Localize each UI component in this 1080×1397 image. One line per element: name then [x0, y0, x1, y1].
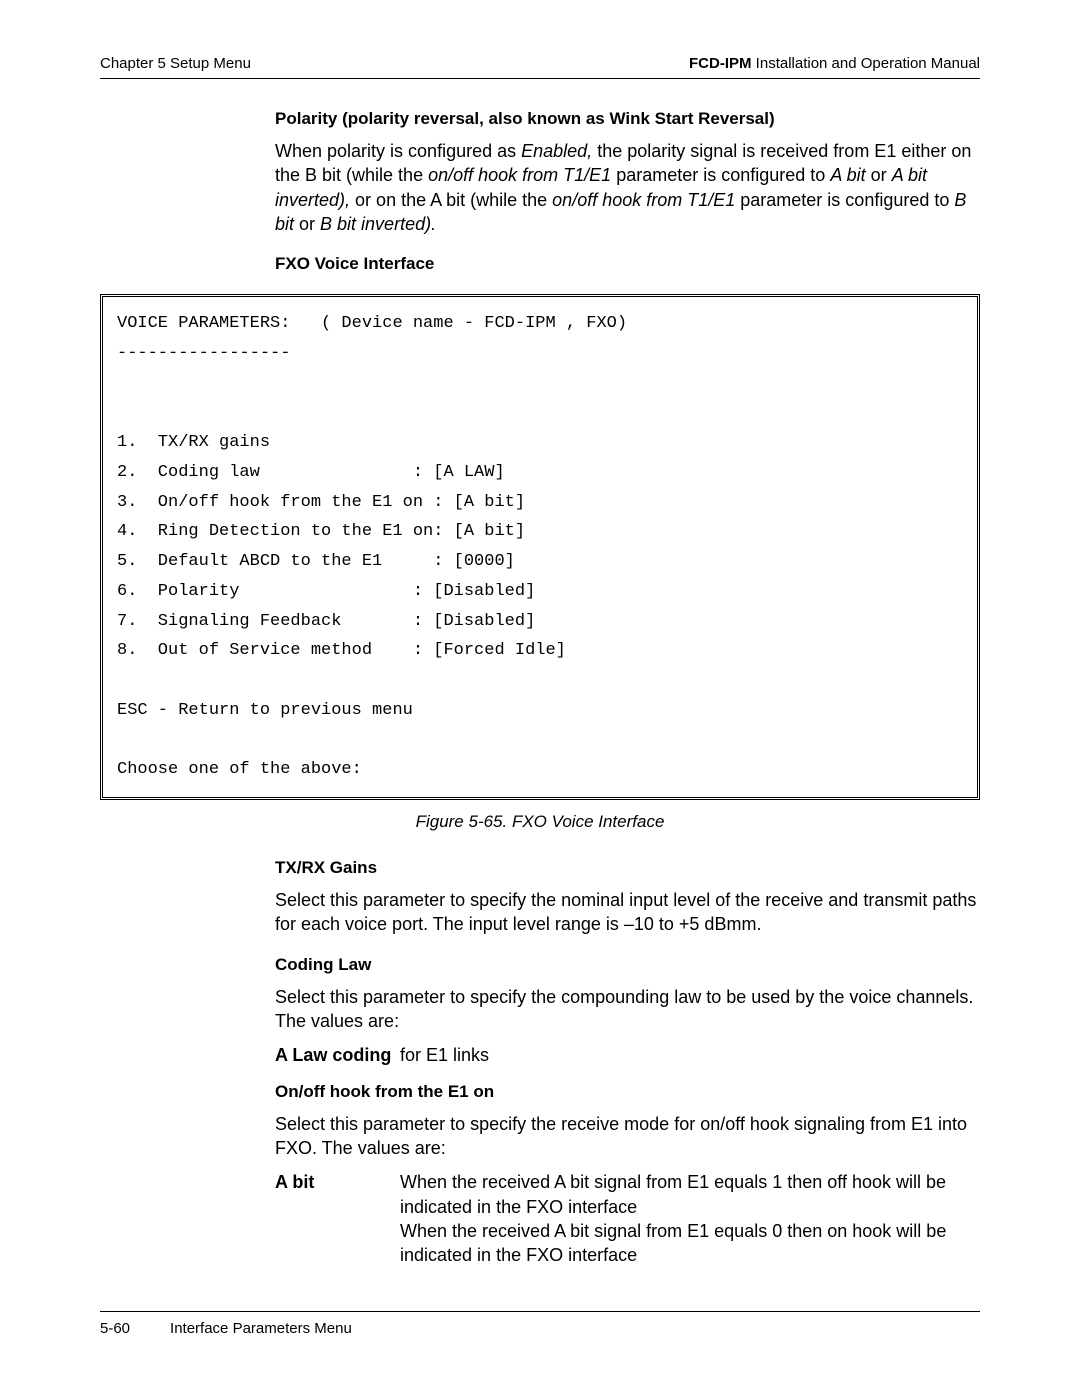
- term-line: 6. Polarity : [Disabled]: [117, 582, 535, 601]
- polarity-paragraph: When polarity is configured as Enabled, …: [275, 139, 980, 236]
- text: or on the A bit (while the: [350, 190, 552, 210]
- text: parameter is configured to: [611, 165, 830, 185]
- text: or: [866, 165, 892, 185]
- onoff-def-row: A bit When the received A bit signal fro…: [275, 1170, 980, 1267]
- txrx-section: TX/RX Gains Select this parameter to spe…: [275, 858, 980, 1267]
- polarity-section: Polarity (polarity reversal, also known …: [275, 109, 980, 274]
- text: When polarity is configured as: [275, 141, 521, 161]
- coding-desc: for E1 links: [400, 1043, 980, 1067]
- onoff-desc-a: When the received A bit signal from E1 e…: [400, 1170, 980, 1219]
- header-left: Chapter 5 Setup Menu: [100, 55, 251, 72]
- term-line: 5. Default ABCD to the E1 : [0000]: [117, 552, 515, 571]
- text-italic: on/off hook from T1/E1: [552, 190, 735, 210]
- onoff-desc: When the received A bit signal from E1 e…: [400, 1170, 980, 1267]
- text: or: [294, 214, 320, 234]
- term-line: [117, 403, 127, 422]
- fxo-heading: FXO Voice Interface: [275, 254, 980, 274]
- onoff-term: A bit: [275, 1170, 400, 1267]
- figure-caption: Figure 5-65. FXO Voice Interface: [100, 812, 980, 832]
- footer-page-number: 5-60: [100, 1320, 130, 1337]
- header-right-rest: Installation and Operation Manual: [752, 55, 980, 72]
- coding-paragraph: Select this parameter to specify the com…: [275, 985, 980, 1034]
- terminal-wrapper: VOICE PARAMETERS: ( Device name - FCD-IP…: [100, 294, 980, 832]
- term-line: -----------------: [117, 344, 290, 363]
- text: parameter is configured to: [735, 190, 954, 210]
- term-line: 8. Out of Service method : [Forced Idle]: [117, 641, 566, 660]
- page-header: Chapter 5 Setup Menu FCD-IPM Installatio…: [100, 55, 980, 79]
- page-footer: 5-60 Interface Parameters Menu: [100, 1311, 980, 1337]
- text-italic: B bit inverted).: [320, 214, 436, 234]
- txrx-heading: TX/RX Gains: [275, 858, 980, 878]
- polarity-heading: Polarity (polarity reversal, also known …: [275, 109, 980, 129]
- coding-def-row: A Law coding for E1 links: [275, 1043, 980, 1067]
- term-line: 2. Coding law : [A LAW]: [117, 463, 505, 482]
- text-italic: Enabled,: [521, 141, 592, 161]
- coding-term: A Law coding: [275, 1043, 400, 1067]
- term-line: 4. Ring Detection to the E1 on: [A bit]: [117, 522, 525, 541]
- onoff-paragraph: Select this parameter to specify the rec…: [275, 1112, 980, 1161]
- text-italic: on/off hook from T1/E1: [428, 165, 611, 185]
- header-right-bold: FCD-IPM: [689, 55, 752, 72]
- onoff-heading: On/off hook from the E1 on: [275, 1082, 980, 1102]
- term-line: Choose one of the above:: [117, 760, 362, 779]
- txrx-paragraph: Select this parameter to specify the nom…: [275, 888, 980, 937]
- coding-heading: Coding Law: [275, 955, 980, 975]
- term-line: ESC - Return to previous menu: [117, 701, 413, 720]
- text-italic: A bit: [830, 165, 865, 185]
- term-line: 1. TX/RX gains: [117, 433, 270, 452]
- footer-title: Interface Parameters Menu: [170, 1320, 352, 1337]
- onoff-desc-b: When the received A bit signal from E1 e…: [400, 1219, 980, 1268]
- terminal-box: VOICE PARAMETERS: ( Device name - FCD-IP…: [100, 294, 980, 800]
- term-line: 3. On/off hook from the E1 on : [A bit]: [117, 493, 525, 512]
- term-line: 7. Signaling Feedback : [Disabled]: [117, 612, 535, 631]
- term-line: VOICE PARAMETERS: ( Device name - FCD-IP…: [117, 314, 627, 333]
- header-right: FCD-IPM Installation and Operation Manua…: [689, 55, 980, 72]
